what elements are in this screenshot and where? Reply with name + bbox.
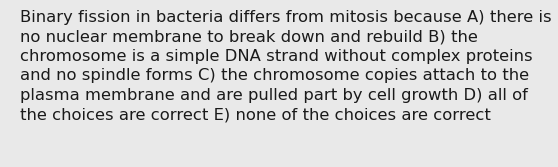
Text: Binary fission in bacteria differs from mitosis because A) there is
no nuclear m: Binary fission in bacteria differs from … bbox=[21, 10, 552, 123]
